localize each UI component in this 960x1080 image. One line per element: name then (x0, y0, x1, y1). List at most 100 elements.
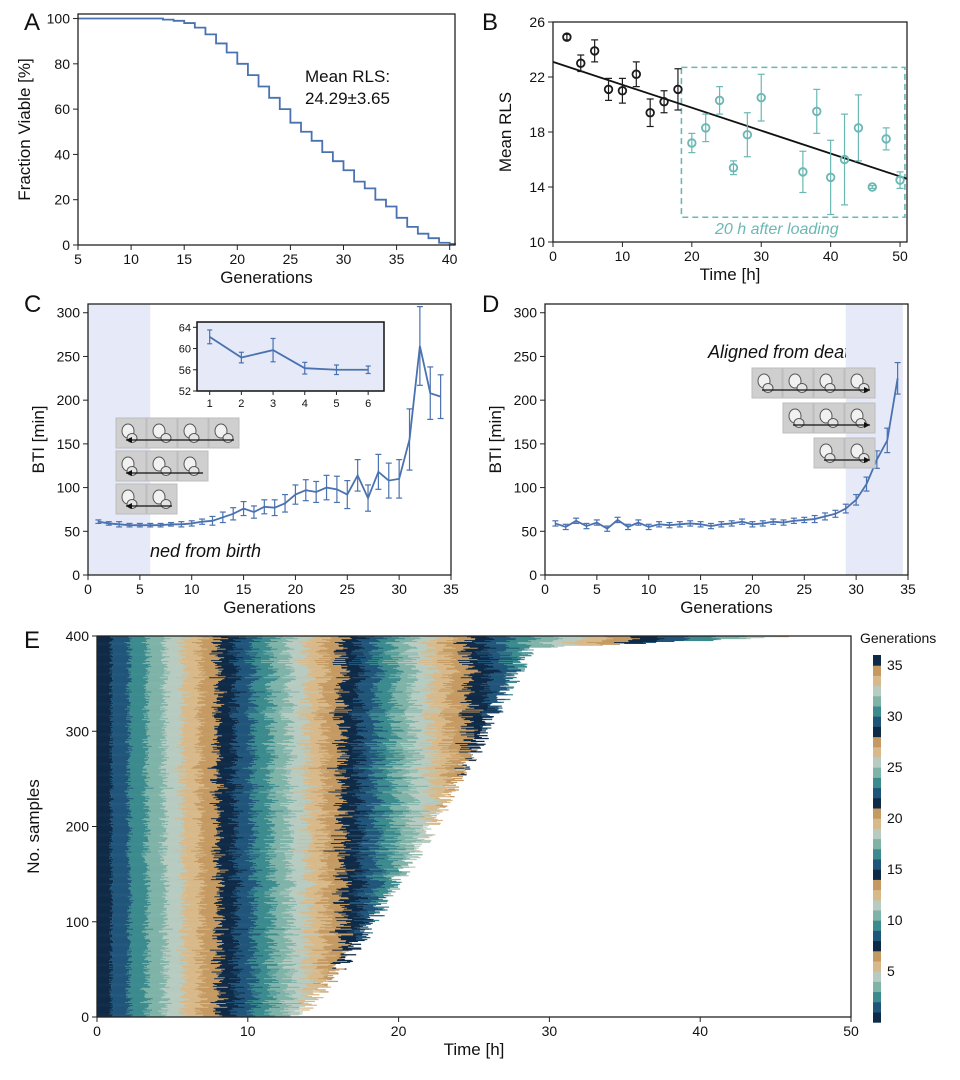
generation-segment (184, 820, 202, 823)
generation-segment (332, 943, 351, 945)
generation-segment (336, 919, 354, 922)
generation-segment (251, 904, 272, 906)
generation-segment (149, 820, 169, 823)
generation-segment (109, 931, 126, 933)
generation-segment (97, 936, 110, 939)
generation-segment (294, 848, 315, 850)
generation-segment (206, 903, 223, 905)
generation-segment (307, 806, 324, 808)
generation-segment (286, 889, 307, 891)
generation-segment (128, 958, 145, 961)
generation-segment (319, 822, 336, 824)
generation-segment (167, 836, 188, 839)
generation-segment (195, 1013, 215, 1015)
generation-segment (97, 971, 112, 973)
generation-segment (129, 938, 150, 941)
generation-segment (187, 810, 207, 812)
generation-segment (181, 813, 201, 815)
generation-segment (307, 788, 323, 790)
generation-segment (183, 825, 202, 827)
generation-segment (220, 813, 241, 815)
generation-segment (219, 894, 236, 896)
generation-segment (290, 956, 310, 958)
generation-segment (220, 773, 238, 775)
generation-segment (362, 845, 383, 847)
generation-segment (270, 898, 290, 901)
generation-segment (112, 904, 132, 906)
generation-segment (149, 797, 167, 800)
generation-segment (215, 782, 233, 784)
generation-segment (275, 867, 291, 869)
generation-segment (406, 773, 424, 775)
generation-segment (161, 822, 181, 824)
panel-c-frame (87, 303, 452, 576)
generation-segment (236, 801, 257, 803)
generation-segment (365, 827, 383, 829)
generation-segment (324, 847, 345, 849)
generation-segment (165, 985, 182, 987)
generation-segment (215, 852, 233, 854)
generation-segment (233, 991, 252, 993)
generation-segment (265, 1009, 285, 1011)
generation-segment (198, 866, 215, 868)
generation-segment (241, 978, 260, 981)
generation-segment (328, 980, 338, 983)
generation-segment (306, 865, 328, 867)
generation-segment (285, 991, 302, 993)
generation-segment (345, 845, 363, 847)
generation-segment (406, 776, 425, 779)
generation-segment (359, 847, 380, 849)
generation-segment (267, 807, 288, 809)
generation-segment (113, 833, 134, 835)
generation-segment (233, 946, 251, 948)
generation-segment (163, 882, 181, 884)
generation-segment (256, 862, 272, 864)
generation-segment (249, 929, 269, 931)
generation-segment (185, 881, 205, 883)
generation-segment (163, 902, 181, 904)
generation-segment (111, 812, 128, 814)
generation-segment (288, 782, 309, 784)
generation-segment (291, 940, 311, 943)
generation-segment (146, 815, 165, 817)
generation-segment (204, 830, 223, 832)
generation-segment (443, 778, 455, 781)
after-loading-box (680, 66, 906, 219)
generation-segment (219, 814, 237, 816)
generation-segment (203, 772, 219, 774)
generation-segment (231, 1012, 252, 1014)
generation-segment (331, 881, 349, 883)
generation-segment (177, 876, 195, 878)
generation-segment (216, 861, 235, 863)
generation-segment (175, 949, 192, 951)
generation-segment (268, 1000, 285, 1003)
generation-segment (97, 887, 111, 889)
generation-segment (269, 794, 287, 796)
generation-segment (214, 1013, 231, 1015)
generation-segment (131, 902, 148, 904)
generation-segment (392, 810, 410, 812)
generation-segment (109, 972, 130, 974)
generation-segment (148, 809, 166, 811)
generation-segment (160, 878, 178, 881)
panel-b-data-point (839, 154, 850, 165)
generation-segment (242, 903, 259, 905)
generation-segment (394, 779, 412, 782)
generation-segment (109, 807, 127, 809)
generation-segment (323, 806, 342, 808)
generation-segment (148, 811, 168, 813)
generation-segment (251, 989, 268, 991)
generation-segment (130, 775, 147, 777)
generation-segment (112, 948, 130, 950)
generation-segment (333, 933, 354, 935)
generation-segment (275, 1004, 292, 1006)
panel-a-xtick-label: 25 (283, 251, 299, 267)
generation-segment (148, 785, 168, 787)
generation-segment (287, 806, 308, 808)
generation-segment (283, 810, 304, 812)
generation-segment (406, 814, 423, 816)
generation-segment (255, 796, 276, 798)
generation-segment (239, 969, 255, 971)
generation-segment (347, 873, 363, 875)
generation-segment (167, 934, 187, 936)
